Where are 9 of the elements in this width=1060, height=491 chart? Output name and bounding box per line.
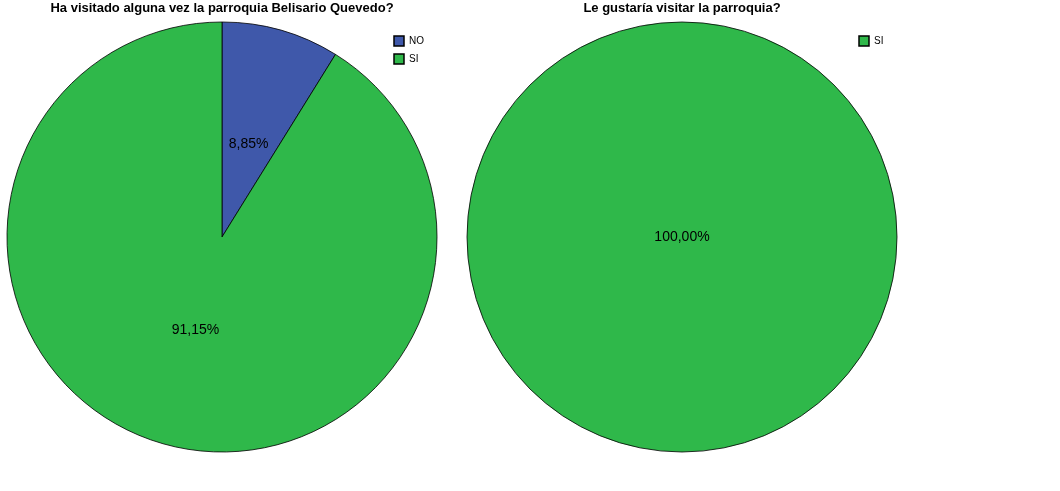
pie-slice [6,21,438,453]
legend-label: SI [409,53,419,64]
chart-title: Le gustaría visitar la parroquia? [583,0,781,15]
chart-title: Ha visitado alguna vez la parroquia Belisario Quevedo? [50,0,394,15]
data-label: 100,00% [654,228,710,244]
data-label: 8,85% [228,134,269,151]
data-label: 91,15% [171,321,220,338]
legend-label: NO [409,35,425,46]
legend-label: SI [874,35,884,46]
